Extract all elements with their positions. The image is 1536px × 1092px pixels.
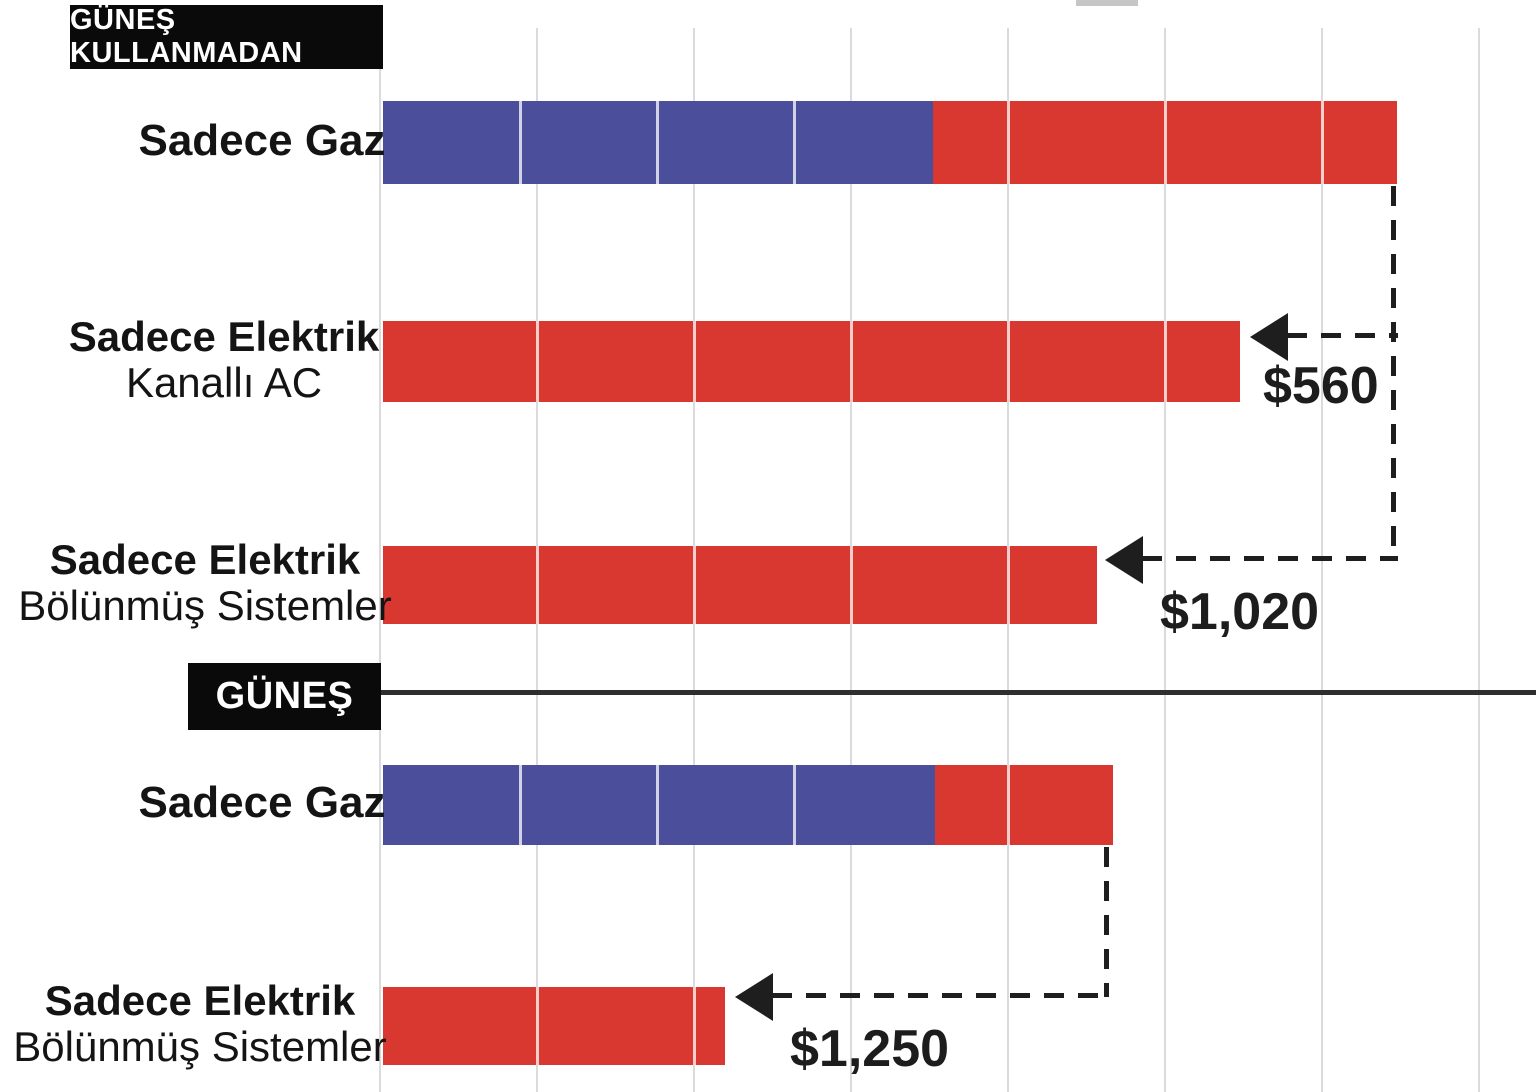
bar-segment-nosolar-electric-ducted-red — [383, 321, 1240, 402]
bar-label-solar-electric-split: Sadece Elektrik Bölünmüş Sistemler — [0, 978, 430, 1070]
annotation-savings-1020: $1,020 — [1160, 583, 1320, 641]
bar-separator — [693, 321, 696, 402]
bar-label-line: Bölünmüş Sistemler — [13, 1023, 387, 1070]
bar-separator — [1007, 101, 1010, 184]
bar-separator — [793, 765, 796, 845]
bar-separator — [693, 987, 696, 1065]
bar-label-nosolar-electric-ducted: Sadece Elektrik Kanallı AC — [0, 312, 454, 406]
bar-separator — [693, 546, 696, 624]
bar-segment-solar-gas-blue — [383, 765, 935, 845]
connector-no-solar-dash — [1391, 186, 1396, 560]
connector-no-solar-dash — [1142, 556, 1398, 561]
bar-separator — [656, 101, 659, 184]
bar-separator — [793, 101, 796, 184]
connector-solar-dash — [772, 993, 1111, 998]
bar-separator — [1164, 321, 1167, 402]
bar-separator — [656, 765, 659, 845]
bar-label-line: Kanallı AC — [125, 358, 323, 406]
section-box-solar: GÜNEŞ — [188, 663, 381, 730]
annotation-savings-1250: $1,250 — [790, 1020, 950, 1078]
bar-label-line: Sadece Gaz — [138, 778, 386, 827]
section-box-no-solar: GÜNEŞ KULLANMADAN — [70, 4, 383, 69]
cropped-top-artifact — [1076, 0, 1138, 6]
bar-separator — [850, 546, 853, 624]
bar-segment-solar-electric-split-red — [383, 987, 725, 1065]
gridline — [379, 28, 381, 1092]
bar-segment-solar-gas-red — [935, 765, 1113, 845]
section-label-solar: GÜNEŞ — [215, 675, 354, 717]
bar-label-line: Sadece Gaz — [138, 115, 386, 165]
connector-no-solar-arrowhead-icon — [1250, 313, 1288, 361]
bar-separator — [519, 101, 522, 184]
bar-separator — [536, 546, 539, 624]
bar-label-line: Sadece Elektrik — [49, 536, 361, 583]
bar-separator — [536, 987, 539, 1065]
connector-no-solar-dash — [1287, 333, 1398, 338]
annotation-savings-560: $560 — [1263, 357, 1379, 415]
bar-separator — [1164, 101, 1167, 184]
bar-label-line: Bölünmüş Sistemler — [18, 582, 392, 629]
connector-solar-dash — [1104, 847, 1109, 997]
bar-separator — [519, 765, 522, 845]
bar-separator — [536, 321, 539, 402]
gridline — [1478, 28, 1480, 1092]
section-label-no-solar: GÜNEŞ KULLANMADAN — [70, 4, 303, 69]
connector-no-solar-arrowhead-icon — [1105, 536, 1143, 584]
bar-segment-nosolar-electric-split-red — [383, 546, 1097, 624]
bar-separator — [1007, 321, 1010, 402]
connector-solar-arrowhead-icon — [735, 973, 773, 1021]
bar-separator — [1007, 765, 1010, 845]
section-divider-line — [380, 690, 1536, 695]
bar-separator — [1321, 101, 1324, 184]
bar-label-nosolar-gas: Sadece Gaz — [32, 115, 492, 165]
bar-label-nosolar-electric-split: Sadece Elektrik Bölünmüş Sistemler — [0, 537, 435, 629]
bar-separator — [1007, 546, 1010, 624]
bar-label-solar-gas: Sadece Gaz — [32, 780, 492, 826]
bar-label-line: Sadece Elektrik — [68, 312, 380, 360]
bar-label-line: Sadece Elektrik — [44, 977, 356, 1024]
bar-separator — [850, 321, 853, 402]
